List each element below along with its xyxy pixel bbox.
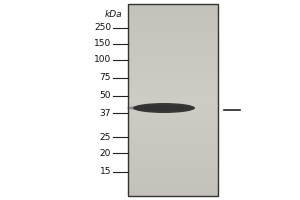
Text: 50: 50 [100, 92, 111, 100]
Text: 37: 37 [100, 108, 111, 117]
Bar [128, 4, 218, 196]
Ellipse shape [127, 105, 195, 111]
Text: 15: 15 [100, 168, 111, 176]
Text: 100: 100 [94, 55, 111, 64]
Text: 75: 75 [100, 73, 111, 82]
Text: 25: 25 [100, 132, 111, 142]
Text: kDa: kDa [104, 10, 122, 19]
Text: 20: 20 [100, 148, 111, 158]
Ellipse shape [133, 103, 195, 113]
Text: 150: 150 [94, 40, 111, 48]
Text: 250: 250 [94, 23, 111, 32]
